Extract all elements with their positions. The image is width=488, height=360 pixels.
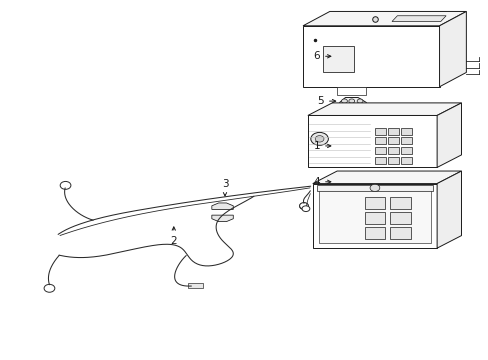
Circle shape <box>60 181 71 189</box>
Bar <box>364 212 385 224</box>
Bar <box>364 227 385 239</box>
Polygon shape <box>339 98 366 109</box>
Circle shape <box>369 184 379 192</box>
Circle shape <box>44 284 55 292</box>
Bar <box>389 212 410 224</box>
Circle shape <box>356 99 362 103</box>
Bar <box>389 197 410 209</box>
Polygon shape <box>307 103 461 116</box>
Bar <box>387 137 398 144</box>
Circle shape <box>302 206 309 212</box>
Bar <box>374 137 385 144</box>
Bar <box>387 157 398 164</box>
Polygon shape <box>436 171 461 248</box>
Bar <box>401 128 411 135</box>
Bar <box>401 137 411 144</box>
Polygon shape <box>312 184 436 248</box>
Circle shape <box>341 99 346 103</box>
Bar <box>374 128 385 135</box>
Bar <box>322 45 353 72</box>
Polygon shape <box>303 12 466 26</box>
Polygon shape <box>312 171 461 184</box>
Text: 1: 1 <box>313 141 330 151</box>
Bar <box>389 227 410 239</box>
Text: 6: 6 <box>313 51 330 61</box>
Polygon shape <box>211 203 233 210</box>
Polygon shape <box>307 116 436 167</box>
Bar <box>374 157 385 164</box>
Bar <box>401 157 411 164</box>
Text: 5: 5 <box>317 96 335 106</box>
Bar <box>316 185 432 192</box>
Polygon shape <box>303 26 439 87</box>
Polygon shape <box>436 103 461 167</box>
Circle shape <box>348 99 354 103</box>
Bar <box>401 147 411 154</box>
Bar <box>387 147 398 154</box>
Text: 3: 3 <box>221 179 228 196</box>
Polygon shape <box>439 12 466 87</box>
Bar <box>387 128 398 135</box>
Bar <box>374 147 385 154</box>
Circle shape <box>315 136 324 142</box>
Circle shape <box>299 203 308 210</box>
Polygon shape <box>391 16 445 22</box>
Bar <box>318 187 430 243</box>
Polygon shape <box>336 87 366 95</box>
Circle shape <box>310 132 328 145</box>
Bar <box>364 197 385 209</box>
Text: 2: 2 <box>170 227 177 246</box>
Polygon shape <box>188 283 203 288</box>
Circle shape <box>299 203 308 209</box>
Polygon shape <box>211 215 233 222</box>
Text: 4: 4 <box>313 177 330 187</box>
